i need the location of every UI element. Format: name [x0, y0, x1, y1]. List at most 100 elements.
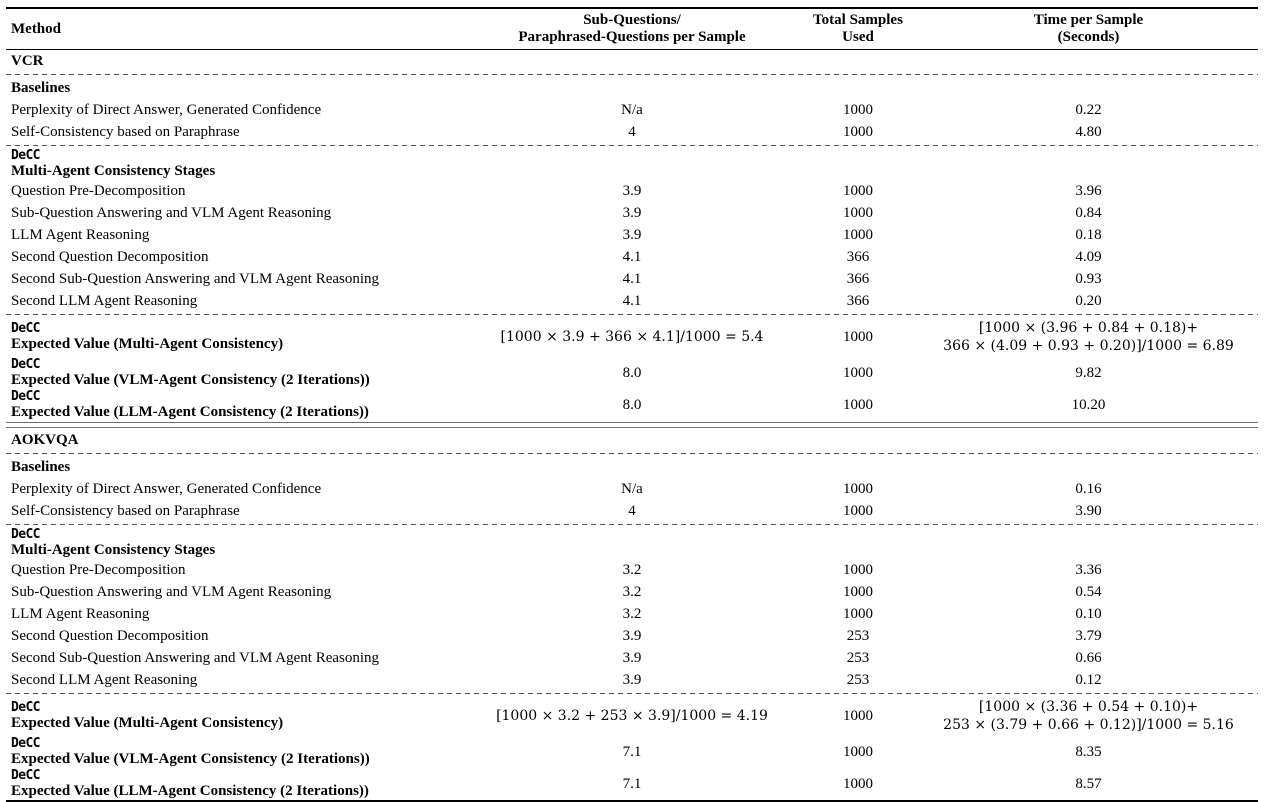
- table-row: Perplexity of Direct Answer, Generated C…: [6, 99, 1258, 121]
- samples-cell: 1000: [843, 605, 873, 622]
- section-title-row: VCR: [6, 50, 1258, 72]
- table-row: Second LLM Agent Reasoning 3.9 253 0.12: [6, 669, 1258, 691]
- subquestions-cell: 8.0: [622, 364, 642, 381]
- subquestions-cell: 7.1: [622, 775, 642, 792]
- method-cell: DeCC Expected Value (VLM-Agent Consisten…: [6, 736, 467, 768]
- method-mono-prefix: DeCC: [11, 527, 41, 542]
- method-mono-prefix: DeCC: [11, 736, 41, 751]
- table-row: Question Pre-Decomposition 3.9 1000 3.96: [6, 180, 1258, 202]
- method-mono-prefix: DeCC: [11, 357, 41, 372]
- dashed-separator: [6, 522, 1258, 527]
- method-cell: Sub-Question Answering and VLM Agent Rea…: [6, 584, 467, 601]
- table-row: DeCC Expected Value (Multi-Agent Consist…: [6, 696, 1258, 736]
- table-row: Second Question Decomposition 4.1 366 4.09: [6, 246, 1258, 268]
- time-cell: 0.93: [1075, 270, 1102, 287]
- method-label: Expected Value (VLM-Agent Consistency (2…: [11, 751, 370, 767]
- subquestions-cell: 3.2: [622, 605, 642, 622]
- time-cell: 0.66: [1075, 649, 1102, 666]
- subquestions-cell: 4: [628, 502, 636, 519]
- header-line: Total Samples: [813, 12, 903, 28]
- time-cell: 0.10: [1075, 605, 1102, 622]
- subquestions-cell: [1000 × 3.9 + 366 × 4.1]/1000 = 5.4: [500, 329, 764, 345]
- section-title: VCR: [11, 52, 44, 69]
- subquestions-cell: 3.2: [622, 561, 642, 578]
- samples-cell: 1000: [843, 328, 873, 345]
- method-label: Question Pre-Decomposition: [11, 561, 186, 578]
- time-formula-line: 366 × (4.09 + 0.93 + 0.20)]/1000 = 6.89: [943, 338, 1234, 354]
- time-cell: 3.96: [1075, 182, 1102, 199]
- method-cell: Second LLM Agent Reasoning: [6, 672, 467, 689]
- group-header: DeCC Multi-Agent Consistency Stages: [6, 527, 467, 559]
- method-cell: Second Question Decomposition: [6, 249, 467, 266]
- method-label: Second Sub-Question Answering and VLM Ag…: [11, 649, 380, 666]
- dashed-separator: [6, 691, 1258, 696]
- subquestions-cell: 3.9: [622, 649, 642, 666]
- time-cell: 3.90: [1075, 502, 1102, 519]
- time-cell: 9.82: [1075, 364, 1102, 381]
- samples-cell: 1000: [843, 775, 873, 792]
- group-header-row: Baselines: [6, 77, 1258, 99]
- samples-cell: 1000: [843, 396, 873, 413]
- samples-cell: 1000: [843, 743, 873, 760]
- table-row: DeCC Expected Value (LLM-Agent Consisten…: [6, 389, 1258, 421]
- method-mono-prefix: DeCC: [11, 700, 41, 715]
- method-cell: Sub-Question Answering and VLM Agent Rea…: [6, 205, 467, 222]
- samples-cell: 1000: [843, 226, 873, 243]
- method-cell: Second Question Decomposition: [6, 628, 467, 645]
- time-cell: 0.12: [1075, 671, 1102, 688]
- method-label: Expected Value (Multi-Agent Consistency): [11, 715, 284, 731]
- method-cell: Second LLM Agent Reasoning: [6, 293, 467, 310]
- method-label: Multi-Agent Consistency Stages: [11, 163, 216, 179]
- time-cell: 10.20: [1071, 396, 1106, 413]
- method-cell: Perplexity of Direct Answer, Generated C…: [6, 481, 467, 498]
- table-row: Perplexity of Direct Answer, Generated C…: [6, 478, 1258, 500]
- method-cell: Question Pre-Decomposition: [6, 562, 467, 579]
- samples-cell: 1000: [843, 123, 873, 140]
- section-title: AOKVQA: [11, 431, 79, 448]
- subquestions-cell: 3.9: [622, 226, 642, 243]
- time-cell: [1000 × (3.96 + 0.84 + 0.18)+ 366 × (4.09…: [919, 319, 1258, 355]
- subquestions-cell: 3.9: [622, 671, 642, 688]
- method-label: LLM Agent Reasoning: [11, 605, 150, 622]
- group-header-row: Baselines: [6, 456, 1258, 478]
- samples-cell: 1000: [843, 561, 873, 578]
- header-line: (Seconds): [1057, 29, 1120, 45]
- method-cell: DeCC Expected Value (VLM-Agent Consisten…: [6, 357, 467, 389]
- table-body: VCR Baselines Perplexity of Direct Answer,…: [6, 50, 1258, 800]
- method-label: Second Question Decomposition: [11, 627, 209, 644]
- method-cell: LLM Agent Reasoning: [6, 227, 467, 244]
- method-label: Expected Value (LLM-Agent Consistency (2…: [11, 783, 369, 799]
- group-header-row: DeCC Multi-Agent Consistency Stages: [6, 527, 1258, 559]
- group-header: Baselines: [6, 80, 467, 97]
- method-label: Expected Value (LLM-Agent Consistency (2…: [11, 404, 369, 420]
- subquestions-cell: [1000 × 3.2 + 253 × 3.9]/1000 = 4.19: [496, 708, 768, 724]
- results-table: Method Sub-Questions/ Paraphrased-Questi…: [6, 7, 1258, 802]
- method-label: Expected Value (VLM-Agent Consistency (2…: [11, 372, 370, 388]
- table-row: Second LLM Agent Reasoning 4.1 366 0.20: [6, 290, 1258, 312]
- time-cell: 0.18: [1075, 226, 1102, 243]
- time-formula-line: 253 × (3.79 + 0.66 + 0.12)]/1000 = 5.16: [943, 717, 1234, 733]
- header-line: Sub-Questions/: [583, 12, 681, 28]
- table-row: DeCC Expected Value (LLM-Agent Consisten…: [6, 768, 1258, 800]
- subquestions-cell: 4.1: [622, 270, 642, 287]
- method-label: Perplexity of Direct Answer, Generated C…: [11, 480, 322, 497]
- section-title-row: AOKVQA: [6, 429, 1258, 451]
- table-row: DeCC Expected Value (VLM-Agent Consisten…: [6, 357, 1258, 389]
- header-line: Time per Sample: [1033, 12, 1144, 28]
- table-row: LLM Agent Reasoning 3.2 1000 0.10: [6, 603, 1258, 625]
- samples-cell: 366: [846, 248, 870, 265]
- samples-cell: 366: [846, 292, 870, 309]
- method-label: Baselines: [11, 79, 71, 96]
- subquestions-cell: 8.0: [622, 396, 642, 413]
- group-header-row: DeCC Multi-Agent Consistency Stages: [6, 148, 1258, 180]
- method-mono-prefix: DeCC: [11, 768, 41, 783]
- subquestions-cell: 4.1: [622, 292, 642, 309]
- time-cell: 3.36: [1075, 561, 1102, 578]
- samples-cell: 1000: [843, 502, 873, 519]
- method-cell: Question Pre-Decomposition: [6, 183, 467, 200]
- method-cell: Second Sub-Question Answering and VLM Ag…: [6, 650, 467, 667]
- subquestions-cell: 3.9: [622, 204, 642, 221]
- samples-cell: 1000: [843, 707, 873, 724]
- table-row: Second Question Decomposition 3.9 253 3.79: [6, 625, 1258, 647]
- samples-cell: 1000: [843, 583, 873, 600]
